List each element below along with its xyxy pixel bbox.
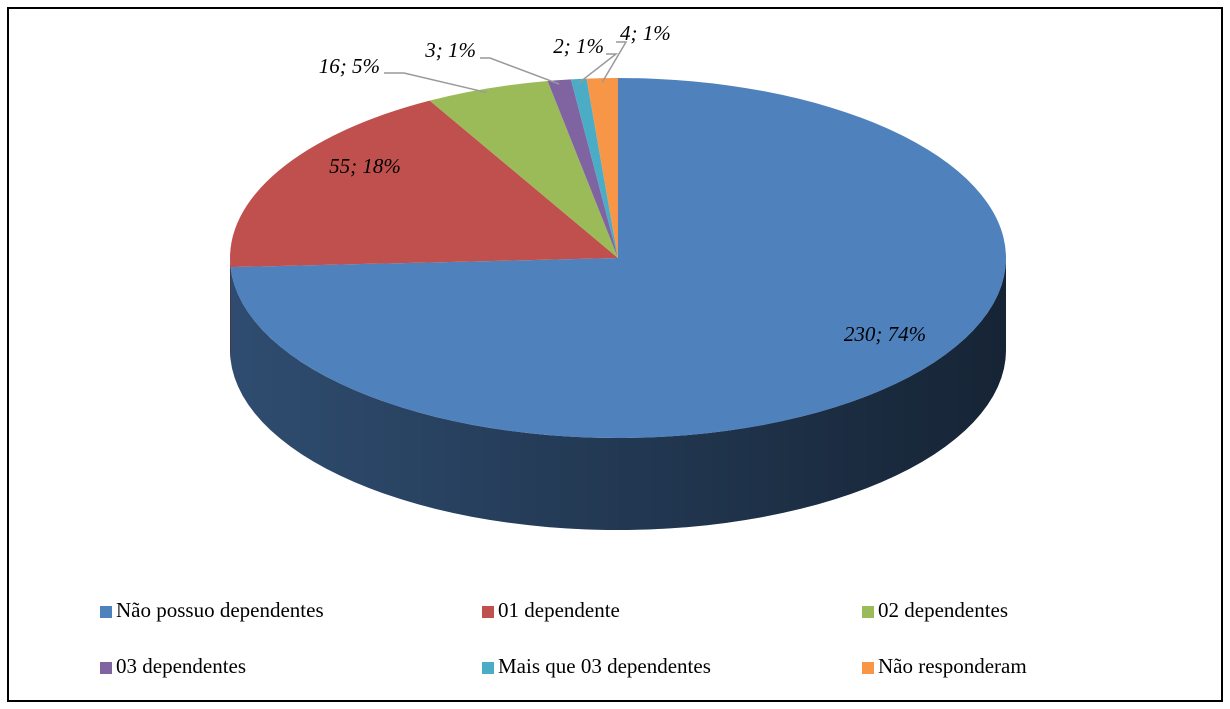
legend-swatch <box>482 662 494 674</box>
legend-swatch <box>862 606 874 618</box>
slice <box>547 79 618 258</box>
legend-label: 01 dependente <box>498 598 620 622</box>
leader-line <box>480 57 560 85</box>
data-label: 2; 1% <box>553 34 604 58</box>
data-label: 230; 74% <box>844 322 926 346</box>
leader-line <box>384 72 488 94</box>
slice-side-shade <box>230 258 1007 530</box>
legend-swatch <box>100 662 112 674</box>
legend-label: Não responderam <box>878 654 1027 678</box>
slice <box>429 80 618 258</box>
legend-swatch <box>482 606 494 618</box>
slice <box>570 78 618 258</box>
legend-label: Mais que 03 dependentes <box>498 654 711 678</box>
legend-swatch <box>862 662 874 674</box>
slice <box>586 78 618 258</box>
legend-label: 03 dependentes <box>116 654 246 678</box>
legend-swatch <box>100 606 112 618</box>
data-label: 55; 18% <box>329 154 401 178</box>
leader-line <box>578 53 619 84</box>
data-label: 4; 1% <box>620 21 671 45</box>
legend-label: 02 dependentes <box>878 598 1008 622</box>
legend-label: Não possuo dependentes <box>116 598 324 622</box>
slice <box>230 78 1007 438</box>
data-label: 16; 5% <box>319 54 380 78</box>
leader-line <box>601 41 628 83</box>
slice <box>230 100 618 268</box>
data-label: 3; 1% <box>424 38 476 62</box>
